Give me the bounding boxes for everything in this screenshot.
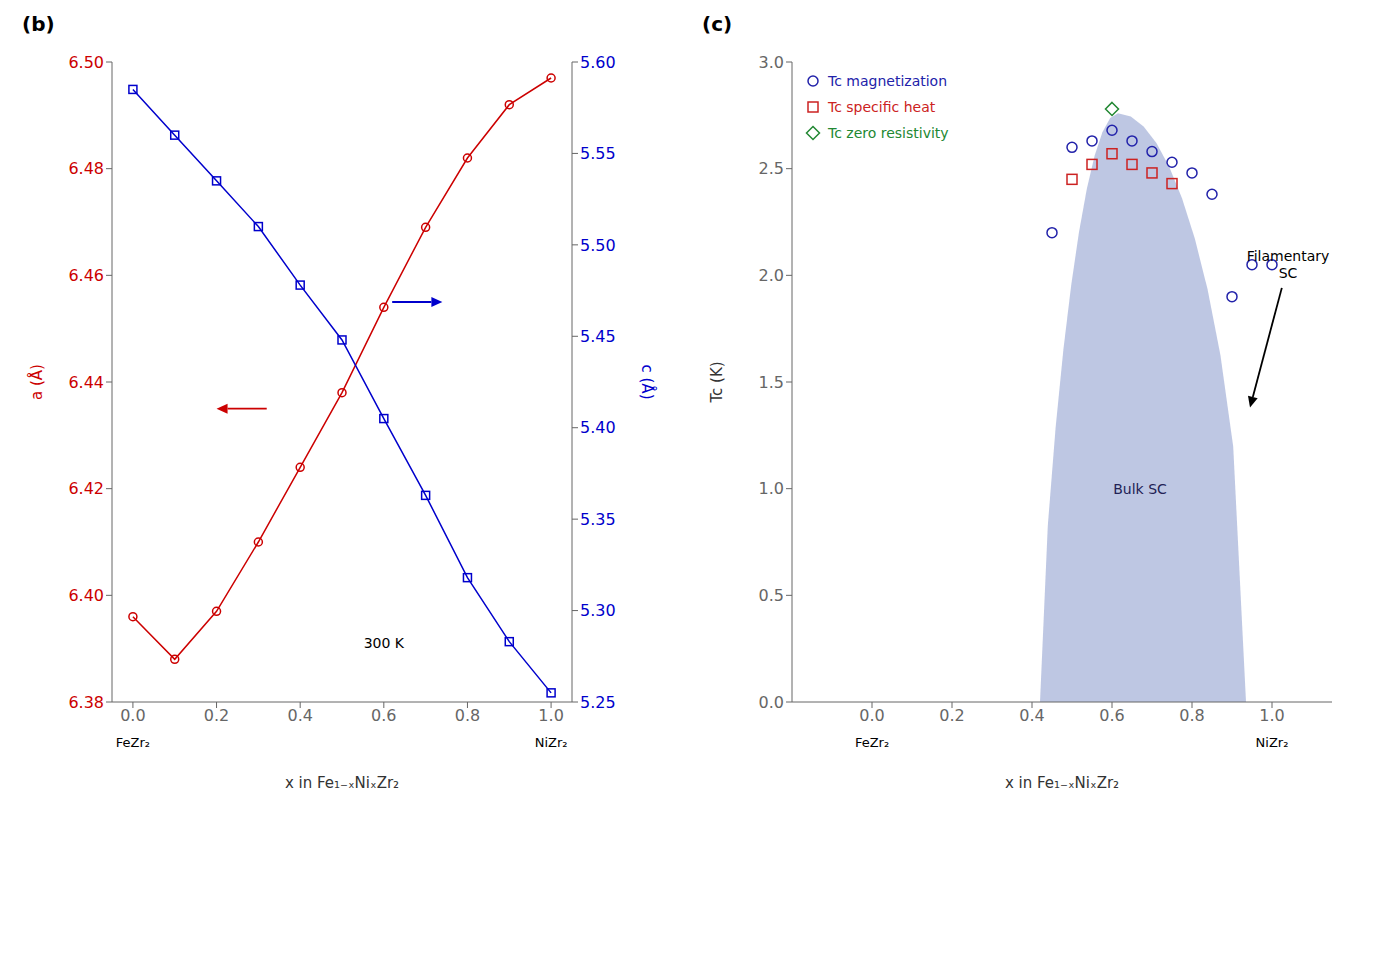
svg-text:5.45: 5.45 [580, 327, 616, 346]
html-text:Tc specific heat: Tc specific heat [828, 99, 936, 115]
svg-text:5.30: 5.30 [580, 601, 616, 620]
svg-text:0.2: 0.2 [204, 706, 229, 725]
svg-text:5.40: 5.40 [580, 418, 616, 437]
html-text:(c): (c) [702, 12, 733, 36]
svg-text:5.50: 5.50 [580, 236, 616, 255]
svg-text:0.0: 0.0 [759, 693, 784, 712]
svg-text:0.0: 0.0 [120, 706, 145, 725]
svg-text:3.0: 3.0 [759, 53, 784, 72]
svg-text:2.0: 2.0 [759, 266, 784, 285]
svg-text:5.35: 5.35 [580, 510, 616, 529]
svg-text:x in Fe₁₋ₓNiₓZr₂: x in Fe₁₋ₓNiₓZr₂ [285, 774, 399, 792]
svg-text:1.5: 1.5 [759, 373, 784, 392]
svg-text:2.5: 2.5 [759, 159, 784, 178]
svg-text:0.4: 0.4 [1019, 706, 1044, 725]
svg-text:c (Å): c (Å) [638, 365, 657, 400]
svg-text:x in Fe₁₋ₓNiₓZr₂: x in Fe₁₋ₓNiₓZr₂ [1005, 774, 1119, 792]
svg-text:FeZr₂: FeZr₂ [855, 735, 889, 750]
svg-text:5.25: 5.25 [580, 693, 616, 712]
svg-text:5.60: 5.60 [580, 53, 616, 72]
svg-text:6.38: 6.38 [68, 693, 104, 712]
svg-text:6.50: 6.50 [68, 53, 104, 72]
svg-text:1.0: 1.0 [759, 479, 784, 498]
svg-text:0.2: 0.2 [939, 706, 964, 725]
svg-text:0.6: 0.6 [371, 706, 396, 725]
svg-text:0.4: 0.4 [287, 706, 312, 725]
svg-text:1.0: 1.0 [538, 706, 563, 725]
svg-text:6.40: 6.40 [68, 586, 104, 605]
html-text:Tc magnetization: Tc magnetization [828, 73, 947, 89]
svg-text:FilamentarySC: FilamentarySC [1247, 248, 1330, 281]
svg-text:NiZr₂: NiZr₂ [1256, 735, 1289, 750]
svg-text:1.0: 1.0 [1259, 706, 1284, 725]
svg-text:6.46: 6.46 [68, 266, 104, 285]
svg-text:0.8: 0.8 [455, 706, 480, 725]
svg-text:6.44: 6.44 [68, 373, 104, 392]
svg-text:0.5: 0.5 [759, 586, 784, 605]
svg-text:0.8: 0.8 [1179, 706, 1204, 725]
svg-text:0.6: 0.6 [1099, 706, 1124, 725]
svg-text:NiZr₂: NiZr₂ [535, 735, 568, 750]
html-text:(b): (b) [22, 12, 55, 36]
html-text:Tc zero resistivity: Tc zero resistivity [828, 125, 949, 141]
svg-text:Tc (K): Tc (K) [708, 361, 726, 403]
svg-text:a (Å): a (Å) [27, 364, 46, 400]
svg-text:FeZr₂: FeZr₂ [116, 735, 150, 750]
svg-text:Bulk SC: Bulk SC [1113, 481, 1167, 497]
svg-text:0.0: 0.0 [859, 706, 884, 725]
svg-text:5.55: 5.55 [580, 144, 616, 163]
svg-text:6.48: 6.48 [68, 159, 104, 178]
svg-text:6.42: 6.42 [68, 479, 104, 498]
svg-text:300 K: 300 K [364, 635, 405, 651]
